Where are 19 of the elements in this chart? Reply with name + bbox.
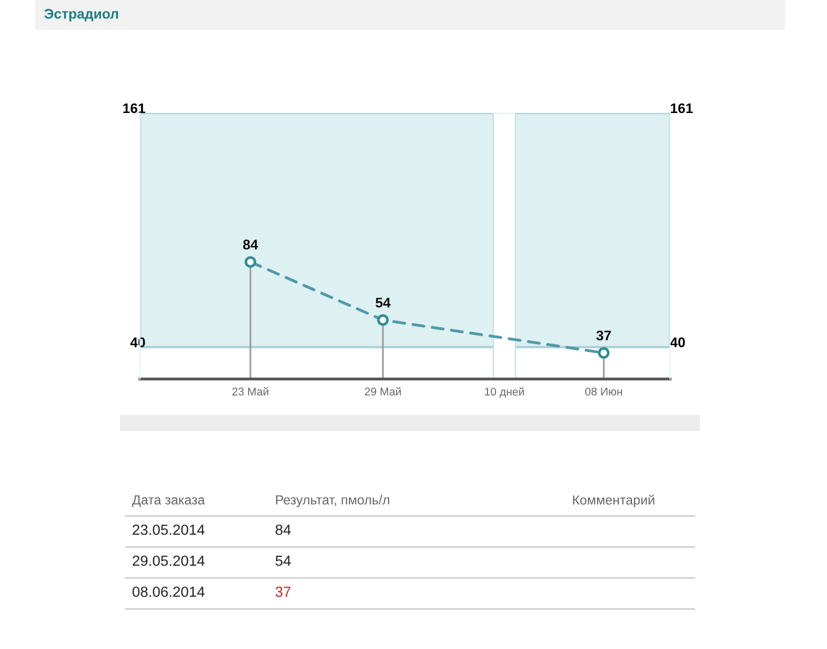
category-label: 08.06.2014 bbox=[132, 586, 205, 597]
data-label: 37 bbox=[596, 330, 611, 340]
data-label: 54 bbox=[376, 298, 391, 308]
data-label: 54 bbox=[276, 556, 291, 566]
chart-title: Эстрадиол bbox=[44, 8, 118, 22]
text: Результат, пмоль/л bbox=[276, 494, 390, 508]
x-tick-label: 08 Июн bbox=[585, 388, 622, 396]
x-tick-label: 23 Май bbox=[232, 387, 268, 396]
data-label: 84 bbox=[276, 524, 291, 535]
text: Дата заказа bbox=[132, 495, 205, 508]
category-label: 23.05.2014 bbox=[132, 524, 205, 535]
y2-tick-label: 161 bbox=[670, 103, 693, 114]
category-label: 29.05.2014 bbox=[132, 556, 205, 566]
data-label: 84 bbox=[243, 240, 258, 250]
y2-tick-label: 40 bbox=[670, 337, 685, 348]
text: Комментарий bbox=[573, 494, 654, 508]
data-label: 37 bbox=[276, 586, 290, 597]
band-label: 10 дней bbox=[485, 387, 524, 398]
x-tick-label: 29 Май bbox=[364, 387, 401, 396]
